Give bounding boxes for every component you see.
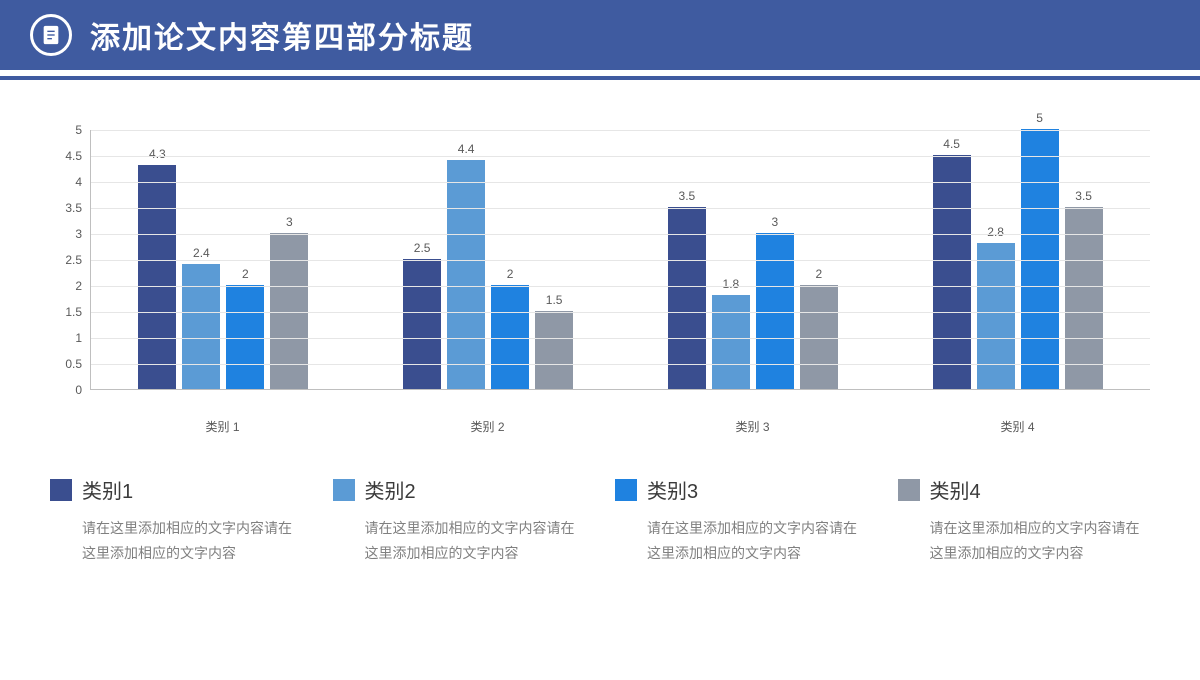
bar-value-label: 1.8: [723, 277, 740, 291]
header-divider: [0, 76, 1200, 80]
legend-title: 类别2: [365, 475, 416, 504]
grid-line: [91, 156, 1150, 157]
bar: 1.8: [712, 295, 750, 389]
bar-value-label: 3: [772, 215, 779, 229]
bar: 2.8: [977, 243, 1015, 389]
y-tick: 1.5: [65, 305, 82, 319]
y-tick: 2.5: [65, 253, 82, 267]
legend-description: 请在这里添加相应的文字内容请在这里添加相应的文字内容: [333, 516, 586, 566]
x-axis-labels: 类别 1类别 2类别 3类别 4: [90, 410, 1150, 435]
bar: 3: [270, 233, 308, 389]
x-axis-label: 类别 1: [90, 410, 355, 435]
bar-value-label: 3: [286, 215, 293, 229]
bar-value-label: 4.5: [943, 137, 960, 151]
legend-swatch: [615, 479, 637, 501]
y-tick: 3.5: [65, 201, 82, 215]
y-tick: 1: [75, 331, 82, 345]
legend-section: 类别1 请在这里添加相应的文字内容请在这里添加相应的文字内容 类别2 请在这里添…: [50, 475, 1150, 566]
bar: 2: [226, 285, 264, 389]
grid-line: [91, 364, 1150, 365]
bar: 4.5: [933, 155, 971, 389]
grid-line: [91, 286, 1150, 287]
y-tick: 5: [75, 123, 82, 137]
y-tick: 0.5: [65, 357, 82, 371]
bar-value-label: 2.4: [193, 246, 210, 260]
legend-title: 类别1: [82, 475, 133, 504]
grid-line: [91, 182, 1150, 183]
x-axis-label: 类别 4: [885, 410, 1150, 435]
legend-item: 类别4 请在这里添加相应的文字内容请在这里添加相应的文字内容: [898, 475, 1151, 566]
bar: 2: [800, 285, 838, 389]
bar: 2.4: [182, 264, 220, 389]
bar-value-label: 3.5: [1075, 189, 1092, 203]
bar: 3: [756, 233, 794, 389]
legend-title: 类别3: [647, 475, 698, 504]
legend-swatch: [50, 479, 72, 501]
legend-item: 类别2 请在这里添加相应的文字内容请在这里添加相应的文字内容: [333, 475, 586, 566]
grid-line: [91, 234, 1150, 235]
bar-value-label: 5: [1036, 111, 1043, 125]
bar-value-label: 4.4: [458, 142, 475, 156]
bar-value-label: 2.8: [987, 225, 1004, 239]
y-axis: 00.511.522.533.544.55: [50, 130, 90, 390]
document-icon: [30, 14, 72, 56]
x-axis-label: 类别 3: [620, 410, 885, 435]
bar-value-label: 2.5: [414, 241, 431, 255]
y-tick: 2: [75, 279, 82, 293]
bar-value-label: 2: [507, 267, 514, 281]
legend-description: 请在这里添加相应的文字内容请在这里添加相应的文字内容: [50, 516, 303, 566]
grid-line: [91, 312, 1150, 313]
grid-line: [91, 208, 1150, 209]
legend-swatch: [333, 479, 355, 501]
y-tick: 4: [75, 175, 82, 189]
bar: 4.4: [447, 160, 485, 389]
bar: 2.5: [403, 259, 441, 389]
legend-swatch: [898, 479, 920, 501]
bar: 1.5: [535, 311, 573, 389]
x-axis-label: 类别 2: [355, 410, 620, 435]
legend-item: 类别3 请在这里添加相应的文字内容请在这里添加相应的文字内容: [615, 475, 868, 566]
y-tick: 0: [75, 383, 82, 397]
legend-description: 请在这里添加相应的文字内容请在这里添加相应的文字内容: [898, 516, 1151, 566]
bar: 4.3: [138, 165, 176, 389]
bar-value-label: 2: [242, 267, 249, 281]
y-tick: 4.5: [65, 149, 82, 163]
slide-header: 添加论文内容第四部分标题: [0, 0, 1200, 70]
bar-value-label: 3.5: [679, 189, 696, 203]
y-tick: 3: [75, 227, 82, 241]
grid-line: [91, 338, 1150, 339]
bar-value-label: 4.3: [149, 147, 166, 161]
grid-line: [91, 130, 1150, 131]
bar-value-label: 2: [816, 267, 823, 281]
bar: 5: [1021, 129, 1059, 389]
plot-area: 4.32.4232.54.421.53.51.8324.52.853.5: [90, 130, 1150, 390]
bar-value-label: 1.5: [546, 293, 563, 307]
slide-title: 添加论文内容第四部分标题: [90, 13, 474, 57]
legend-title: 类别4: [930, 475, 981, 504]
bar: 2: [491, 285, 529, 389]
bar-chart: 00.511.522.533.544.55 4.32.4232.54.421.5…: [50, 130, 1150, 435]
grid-line: [91, 260, 1150, 261]
legend-item: 类别1 请在这里添加相应的文字内容请在这里添加相应的文字内容: [50, 475, 303, 566]
legend-description: 请在这里添加相应的文字内容请在这里添加相应的文字内容: [615, 516, 868, 566]
